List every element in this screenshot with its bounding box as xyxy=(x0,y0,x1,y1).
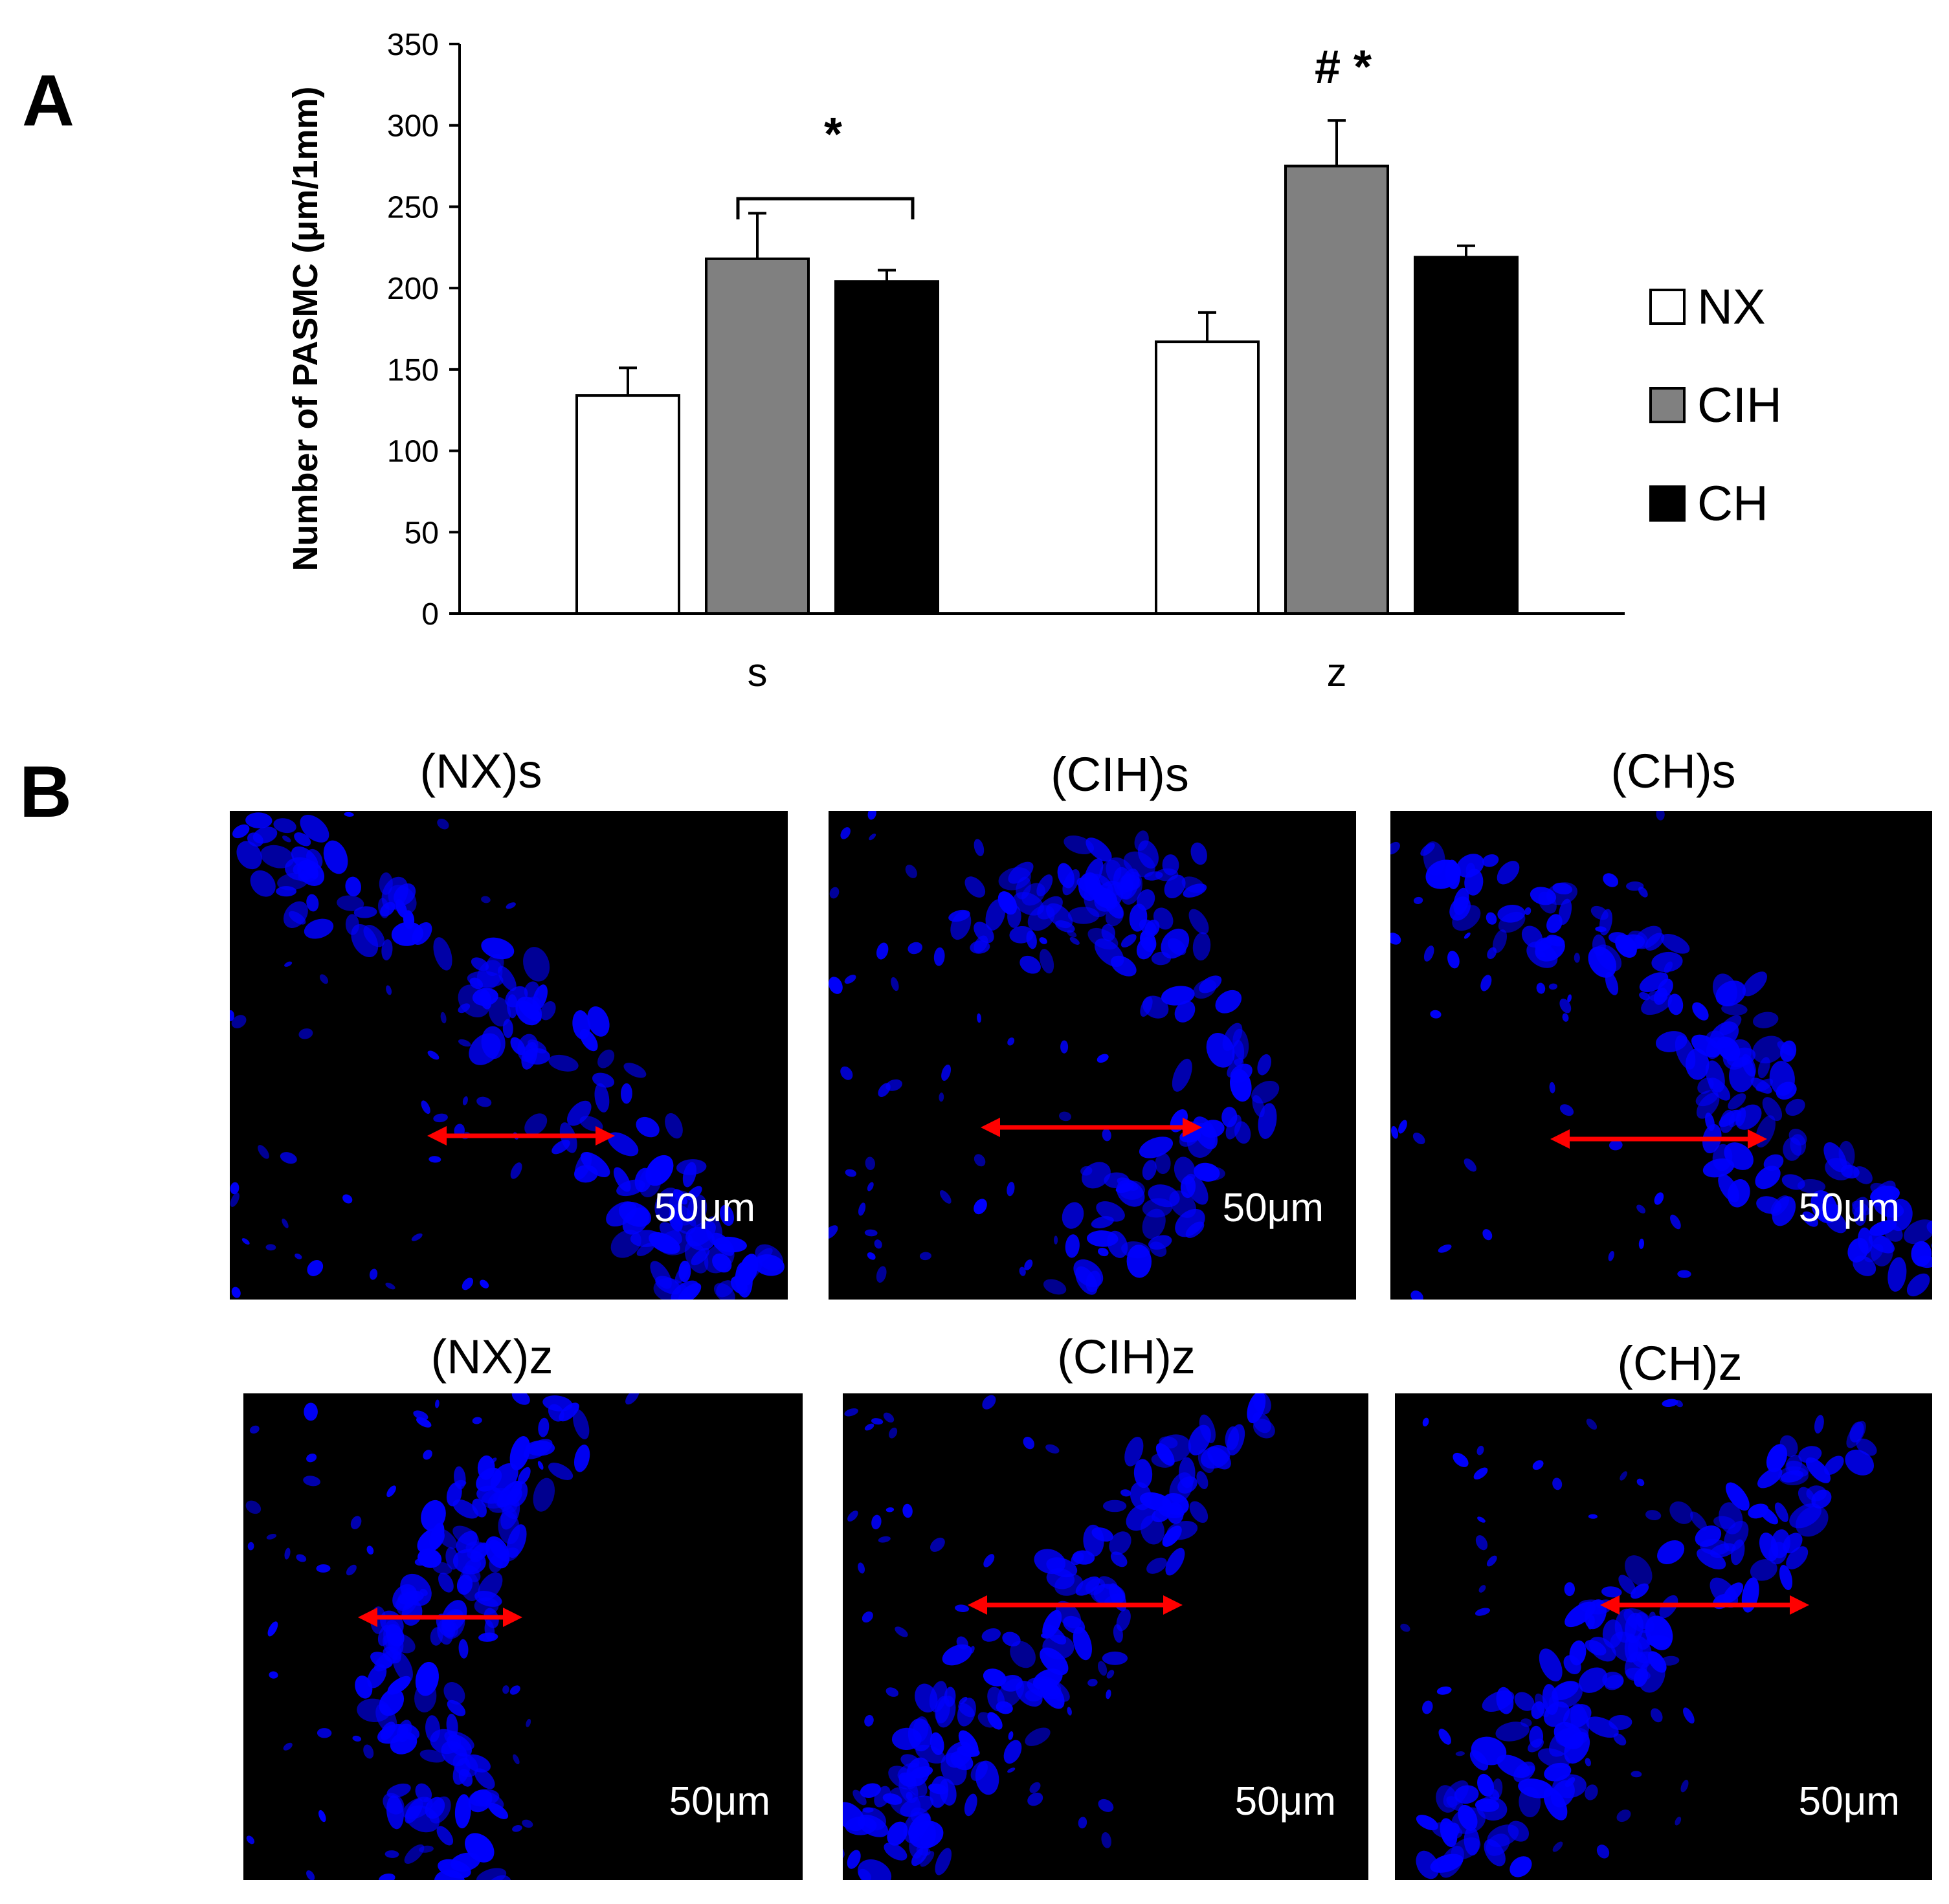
micrograph-title: (CH)z xyxy=(1617,1336,1743,1390)
micrograph-title: (CH)s xyxy=(1610,744,1736,798)
panel-label-b: B xyxy=(19,751,72,832)
scale-bar-label: 50μm xyxy=(1222,1186,1324,1230)
micrograph-image: 50μm xyxy=(230,811,788,1300)
significance-bracket xyxy=(736,197,915,219)
micrograph-title: (NX)z xyxy=(430,1330,553,1384)
scale-bar-label: 50μm xyxy=(669,1779,770,1824)
legend-swatch-ch xyxy=(1649,485,1686,522)
scale-bar-label: 50μm xyxy=(1798,1186,1900,1230)
bar-ch-z xyxy=(1414,256,1519,615)
legend-label-cih: CIH xyxy=(1697,378,1782,433)
measurement-arrow xyxy=(358,1608,522,1627)
measurement-arrow xyxy=(981,1118,1202,1137)
micrograph-nuclei xyxy=(829,811,1280,1295)
x-category-label: s xyxy=(748,650,768,695)
micrograph-title: (NX)s xyxy=(419,744,542,798)
significance-marker: * xyxy=(824,109,842,161)
scale-bar-label: 50μm xyxy=(1798,1779,1900,1824)
x-category-label: z xyxy=(1327,650,1347,695)
micrograph-title: (CIH)z xyxy=(1057,1330,1196,1384)
significance-marker: # * xyxy=(1315,41,1372,93)
legend-label-nx: NX xyxy=(1697,280,1766,335)
bar-nx-z xyxy=(1155,340,1260,615)
micrograph-nuclei xyxy=(245,1393,640,1880)
y-tick-label: 250 xyxy=(387,190,439,225)
y-tick-label: 100 xyxy=(387,435,439,469)
legend-swatch-cih xyxy=(1649,387,1686,423)
micrograph-nuclei xyxy=(230,812,785,1300)
bar-cih-s xyxy=(705,257,810,615)
bar-cih-z xyxy=(1284,164,1389,615)
y-tick-label: 200 xyxy=(387,272,439,306)
legend-label-ch: CH xyxy=(1697,476,1768,531)
legend-swatch-nx xyxy=(1649,289,1686,325)
y-tick-label: 350 xyxy=(387,28,439,62)
micrograph-nuclei xyxy=(843,1393,1275,1880)
micrograph-image: 50μm xyxy=(1390,811,1932,1300)
bar-nx-s xyxy=(575,394,680,615)
micrograph-nuclei xyxy=(1390,811,1932,1300)
micrograph-nuclei xyxy=(1400,1399,1877,1879)
measurement-arrow xyxy=(968,1595,1183,1615)
measurement-arrow xyxy=(1600,1595,1809,1615)
scale-bar-label: 50μm xyxy=(1234,1779,1336,1824)
y-tick-label: 0 xyxy=(421,597,439,632)
y-tick-label: 300 xyxy=(387,109,439,144)
y-axis-title: Number of PASMC (μm/1mm) xyxy=(286,86,325,571)
micrograph-image: 50μm xyxy=(1395,1393,1932,1880)
micrograph-image: 50μm xyxy=(243,1393,803,1880)
bar-ch-s xyxy=(834,280,939,615)
bar-chart: 0 50 100 150 200 250 300 350 Number of PASMC (μm… xyxy=(286,28,1782,695)
measurement-arrow xyxy=(427,1126,615,1146)
micrograph-image: 50μm xyxy=(843,1393,1368,1880)
y-tick-label: 150 xyxy=(387,353,439,388)
y-tick-label: 50 xyxy=(405,516,439,550)
micrograph-image: 50μm xyxy=(829,811,1356,1300)
panel-label-a: A xyxy=(22,60,74,141)
measurement-arrow xyxy=(1550,1129,1767,1149)
scale-bar-label: 50μm xyxy=(654,1186,755,1230)
micrograph-title: (CIH)s xyxy=(1051,747,1189,801)
